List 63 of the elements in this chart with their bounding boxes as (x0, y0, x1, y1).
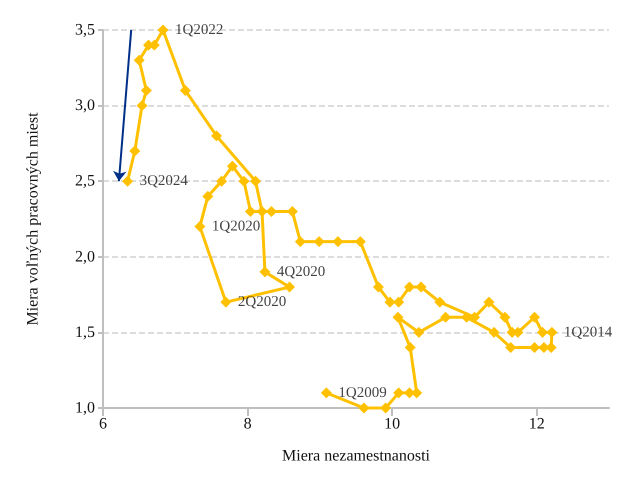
point (320, 387, 332, 398)
point (202, 190, 214, 202)
point (440, 312, 452, 323)
point (546, 326, 558, 338)
point (250, 176, 262, 187)
y-tick-label: 3,5 (75, 22, 95, 38)
annotation: 1Q2022 (174, 22, 224, 38)
point (238, 176, 250, 187)
point (210, 130, 222, 142)
point (404, 342, 416, 354)
point (393, 387, 404, 398)
y-tick-label: 1,0 (75, 400, 95, 416)
annotation: 1Q2020 (212, 218, 260, 235)
y-axis-title: Miera voľných pracovných miest (24, 112, 42, 326)
x-tick-label: 8 (244, 416, 252, 432)
point (122, 176, 134, 187)
point (332, 236, 344, 248)
x-tick-label: 10 (384, 416, 400, 432)
point (488, 326, 500, 338)
annotation: 4Q2020 (276, 264, 326, 280)
point (384, 296, 396, 308)
point (434, 296, 446, 308)
point (157, 24, 168, 36)
annotation: 1Q2009 (338, 384, 387, 401)
point (505, 342, 516, 354)
y-tick-label: 3,0 (75, 97, 95, 114)
point (284, 282, 295, 293)
point (393, 296, 404, 308)
point (134, 54, 145, 66)
point (499, 312, 510, 323)
point (358, 402, 370, 414)
y-tick-label: 2,0 (75, 248, 95, 266)
y-tick-label: 1,5 (75, 324, 95, 341)
point (194, 221, 206, 232)
point (129, 145, 140, 156)
point (286, 206, 298, 217)
point (392, 312, 404, 323)
point (226, 160, 238, 172)
point (529, 312, 540, 323)
point (216, 176, 228, 187)
point (380, 402, 392, 414)
point (140, 84, 152, 96)
point (180, 84, 191, 96)
point (372, 282, 384, 293)
point (404, 282, 415, 293)
annotation: 1Q2014 (564, 324, 613, 340)
point (220, 296, 232, 308)
point (314, 236, 325, 248)
point (259, 266, 270, 278)
annotation: 2Q2020 (238, 294, 286, 310)
x-axis-title: Miera nezamestnanosti (282, 448, 431, 464)
x-tick-label: 6 (99, 416, 107, 432)
point (354, 236, 366, 248)
annotation: 3Q2024 (140, 173, 188, 190)
point (536, 326, 548, 338)
y-tick-label: 2,5 (75, 172, 95, 190)
point (413, 326, 424, 338)
point (136, 100, 148, 112)
x-tick-label: 12 (528, 416, 545, 432)
point (244, 206, 256, 217)
point (294, 236, 306, 248)
point (416, 282, 427, 293)
point (484, 296, 495, 308)
